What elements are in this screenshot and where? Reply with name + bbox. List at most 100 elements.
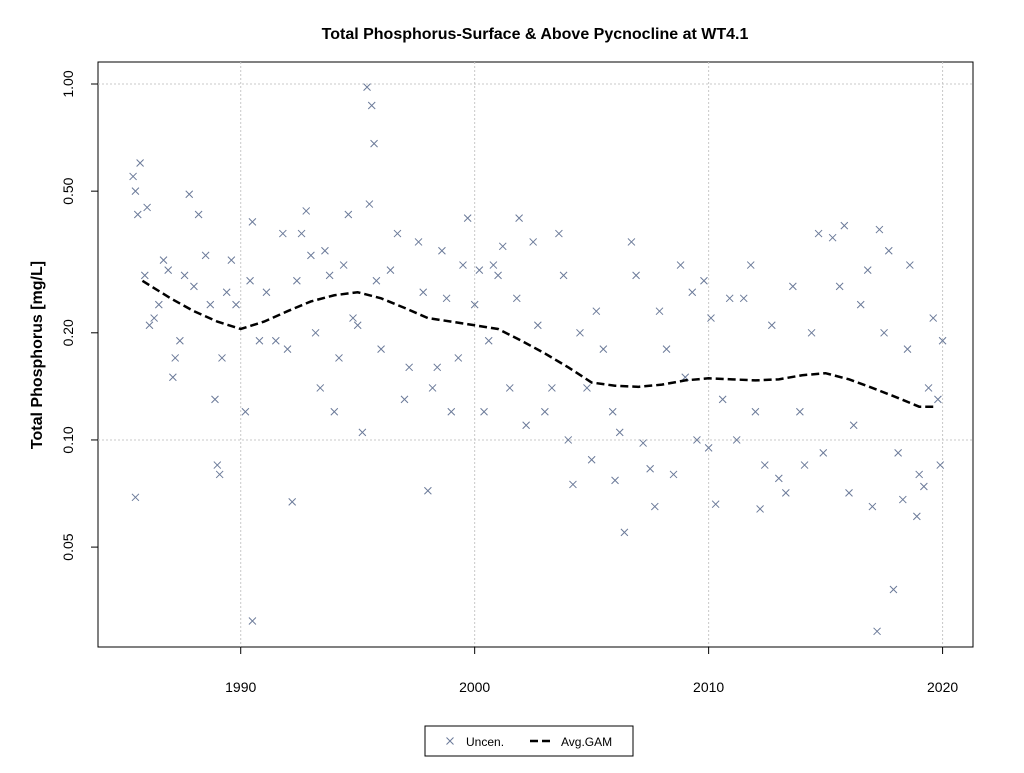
- data-point: [894, 448, 902, 457]
- data-point: [662, 345, 671, 353]
- y-axis-label: Total Phosphorus [mg/L]: [29, 261, 46, 449]
- data-point: [206, 300, 215, 309]
- data-point: [344, 210, 353, 219]
- data-point: [433, 363, 442, 372]
- data-point: [255, 336, 264, 345]
- data-point: [325, 271, 334, 280]
- data-point: [587, 455, 596, 464]
- data-point: [129, 172, 137, 181]
- data-point: [767, 321, 776, 330]
- data-point: [470, 300, 479, 309]
- data-point: [278, 229, 287, 238]
- chart-title: Total Phosphorus-Surface & Above Pycnocl…: [322, 26, 749, 43]
- data-point: [159, 256, 168, 264]
- data-point: [676, 261, 685, 269]
- data-point: [541, 407, 549, 416]
- data-point: [732, 436, 741, 444]
- data-point: [393, 229, 402, 238]
- data-point: [293, 276, 301, 285]
- data-point: [639, 439, 647, 447]
- data-point: [321, 246, 329, 255]
- data-point: [386, 266, 395, 274]
- data-point: [480, 407, 488, 416]
- data-point: [800, 461, 809, 469]
- data-point: [693, 436, 701, 444]
- data-point: [707, 314, 715, 322]
- legend-box: [424, 725, 634, 757]
- data-point: [454, 354, 463, 362]
- data-point: [131, 493, 140, 502]
- data-point: [700, 276, 708, 285]
- data-point: [814, 229, 823, 238]
- data-point: [739, 294, 748, 303]
- data-point: [840, 221, 849, 230]
- data-point: [150, 314, 159, 322]
- data-point: [576, 328, 584, 337]
- data-point: [627, 238, 636, 246]
- data-point: [164, 266, 173, 274]
- data-point: [311, 328, 320, 337]
- data-point: [367, 101, 376, 110]
- data-point: [781, 489, 790, 497]
- data-point: [498, 242, 507, 251]
- data-point: [428, 384, 437, 392]
- gam-line: [141, 279, 936, 408]
- data-point: [564, 436, 573, 444]
- data-point: [475, 266, 484, 274]
- data-point: [608, 407, 617, 416]
- data-point: [515, 214, 523, 222]
- data-point: [419, 288, 428, 297]
- data-point: [711, 500, 720, 509]
- data-point: [849, 421, 858, 430]
- data-point: [856, 300, 865, 309]
- data-point: [176, 336, 184, 345]
- data-point: [592, 307, 601, 316]
- data-point: [353, 321, 362, 330]
- data-point: [774, 474, 783, 483]
- data-point: [136, 159, 144, 167]
- data-point: [302, 207, 311, 215]
- y-tick-label: 0.50: [60, 177, 76, 204]
- data-point: [194, 210, 203, 219]
- data-point: [688, 288, 697, 297]
- data-point: [171, 354, 180, 362]
- data-point: [307, 251, 315, 260]
- data-point: [297, 229, 306, 238]
- data-point: [459, 261, 467, 269]
- data-point: [201, 251, 210, 260]
- data-point: [215, 470, 224, 479]
- data-point: [936, 461, 945, 469]
- data-point: [232, 300, 240, 309]
- data-point: [599, 345, 608, 353]
- data-point: [898, 495, 907, 504]
- data-point: [154, 300, 163, 309]
- data-point: [725, 294, 734, 303]
- data-point: [349, 314, 357, 322]
- y-tick-label: 0.20: [60, 319, 76, 346]
- data-point: [447, 407, 456, 416]
- data-point: [650, 502, 659, 511]
- data-point: [880, 328, 888, 337]
- legend-label: Uncen.: [466, 735, 504, 749]
- data-point: [559, 271, 568, 280]
- data-point: [718, 395, 727, 404]
- plot-frame: [97, 61, 974, 648]
- data-point: [484, 336, 493, 345]
- data-point: [358, 428, 367, 437]
- data-point: [533, 321, 542, 330]
- data-point: [863, 266, 872, 274]
- data-point: [669, 470, 678, 479]
- data-point: [505, 384, 514, 392]
- data-point: [889, 585, 898, 594]
- data-point: [424, 486, 432, 495]
- data-point: [241, 407, 250, 416]
- data-point: [400, 395, 409, 404]
- data-point: [370, 139, 378, 148]
- data-point: [760, 461, 769, 469]
- data-point: [339, 261, 348, 269]
- data-point: [140, 271, 149, 280]
- data-point: [875, 225, 884, 234]
- data-point: [494, 271, 502, 280]
- data-point: [611, 476, 619, 485]
